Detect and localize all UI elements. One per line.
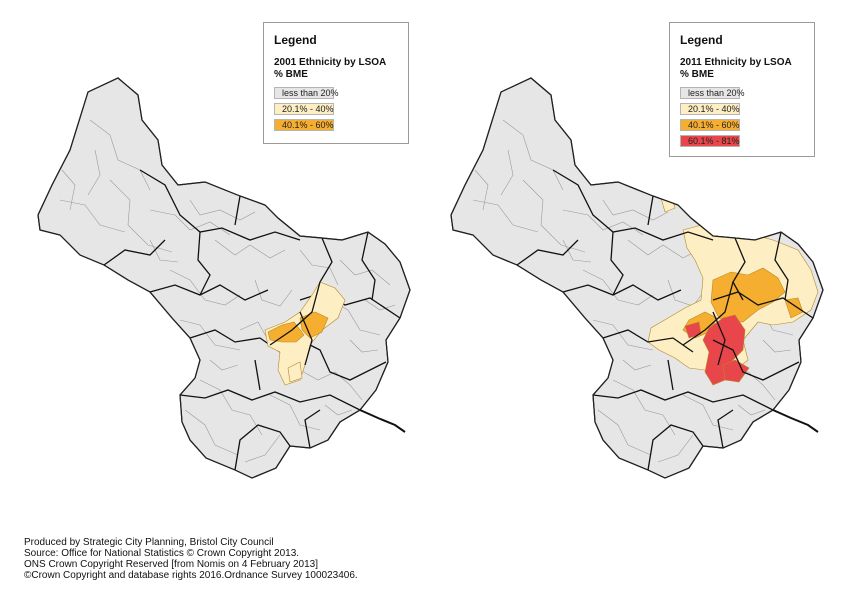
legend-item: less than 20% [680, 86, 745, 99]
legend-item: 20.1% - 40% [274, 102, 334, 115]
river-2001 [359, 409, 406, 433]
legend-swatch [680, 118, 740, 131]
legend-item: 40.1% - 60% [680, 118, 740, 131]
legend-item-label: 20.1% - 40% [282, 103, 334, 114]
legend-item-label: 40.1% - 60% [688, 119, 740, 130]
credit-line: Produced by Strategic City Planning, Bri… [24, 537, 274, 548]
lsoa-boundaries-2001 [59, 119, 396, 463]
legend-2011: Legend 2011 Ethnicity by LSOA % BME less… [669, 22, 815, 157]
legend-item: 20.1% - 40% [680, 102, 740, 115]
credit-line: ONS Crown Copyright Reserved [from Nomis… [24, 559, 319, 570]
legend-heading: 2001 Ethnicity by LSOA [274, 57, 387, 68]
legend-2001: Legend 2001 Ethnicity by LSOA % BME less… [263, 22, 409, 144]
legend-heading: 2011 Ethnicity by LSOA [680, 57, 792, 68]
legend-item-label: less than 20% [688, 87, 745, 98]
bme-areas-2001 [264, 281, 346, 386]
legend-title: Legend [680, 33, 723, 47]
legend-swatch [680, 102, 740, 115]
legend-swatch [274, 102, 334, 115]
legend-item: less than 20% [274, 86, 339, 99]
legend-title: Legend [274, 33, 317, 47]
credit-line: Source: Office for National Statistics ©… [24, 548, 300, 559]
legend-item-label: 40.1% - 60% [282, 119, 334, 130]
legend-item-label: 60.1% - 81% [688, 135, 740, 146]
legend-unit: % BME [274, 69, 308, 80]
legend-item-label: less than 20% [282, 87, 339, 98]
legend-swatch [274, 118, 334, 131]
ward-boundaries-2011 [516, 169, 814, 471]
legend-swatch [680, 86, 740, 99]
legend-item: 40.1% - 60% [274, 118, 334, 131]
legend-item-label: 20.1% - 40% [688, 103, 740, 114]
credits: Produced by Strategic City Planning, Bri… [24, 537, 358, 581]
river-2011 [772, 409, 819, 433]
legend-swatch [680, 134, 740, 147]
map-2001 [37, 77, 411, 479]
legend-unit: % BME [680, 69, 714, 80]
legend-swatch [274, 86, 334, 99]
credit-line: ©Crown Copyright and database rights 201… [24, 570, 358, 581]
map-2011 [450, 77, 824, 479]
legend-item: 60.1% - 81% [680, 134, 740, 147]
